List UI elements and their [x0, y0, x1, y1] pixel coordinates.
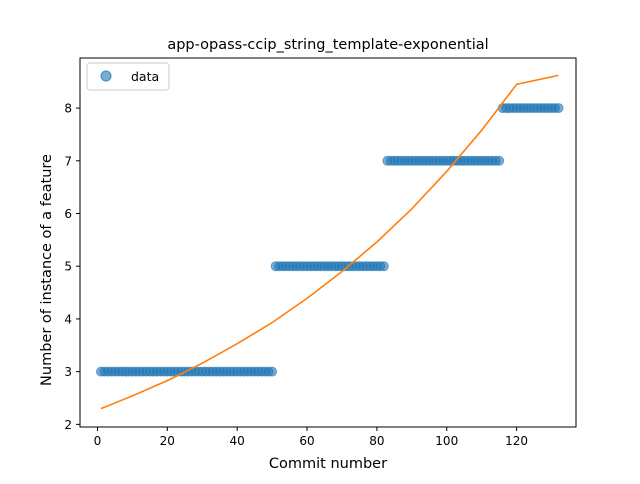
y-tick-label: 4	[64, 312, 72, 326]
x-tick-label: 0	[94, 434, 102, 448]
legend-marker	[100, 70, 112, 82]
chart-title: app-opass-ccip_string_template-exponenti…	[167, 37, 488, 53]
y-axis-label: Number of instance of a feature	[39, 154, 55, 386]
x-tick-label: 60	[299, 434, 314, 448]
y-tick-label: 7	[64, 154, 72, 168]
x-axis-label: Commit number	[269, 456, 387, 472]
y-tick-label: 2	[64, 418, 72, 432]
x-tick-label: 100	[435, 434, 458, 448]
data-point	[553, 103, 564, 114]
legend-box	[86, 62, 170, 91]
x-tick-label: 120	[505, 434, 528, 448]
plot-area	[79, 57, 577, 428]
data-point	[267, 366, 278, 377]
legend: data	[86, 62, 170, 91]
y-tick-label: 8	[64, 102, 72, 116]
y-axis-ticks: 2 3 4 5 6 7 8	[64, 102, 80, 432]
data-point	[494, 155, 505, 166]
x-tick-label: 20	[160, 434, 175, 448]
x-tick-label: 80	[369, 434, 384, 448]
x-tick-label: 40	[230, 434, 245, 448]
y-tick-label: 3	[64, 365, 72, 379]
x-axis-ticks: 0 20 40 60 80 100 120	[94, 427, 528, 448]
plot-frame	[79, 57, 577, 428]
y-tick-label: 5	[64, 260, 72, 274]
fit-line	[100, 74, 559, 410]
data-point	[378, 261, 389, 272]
y-tick-label: 6	[64, 207, 72, 221]
legend-label: data	[131, 69, 159, 84]
